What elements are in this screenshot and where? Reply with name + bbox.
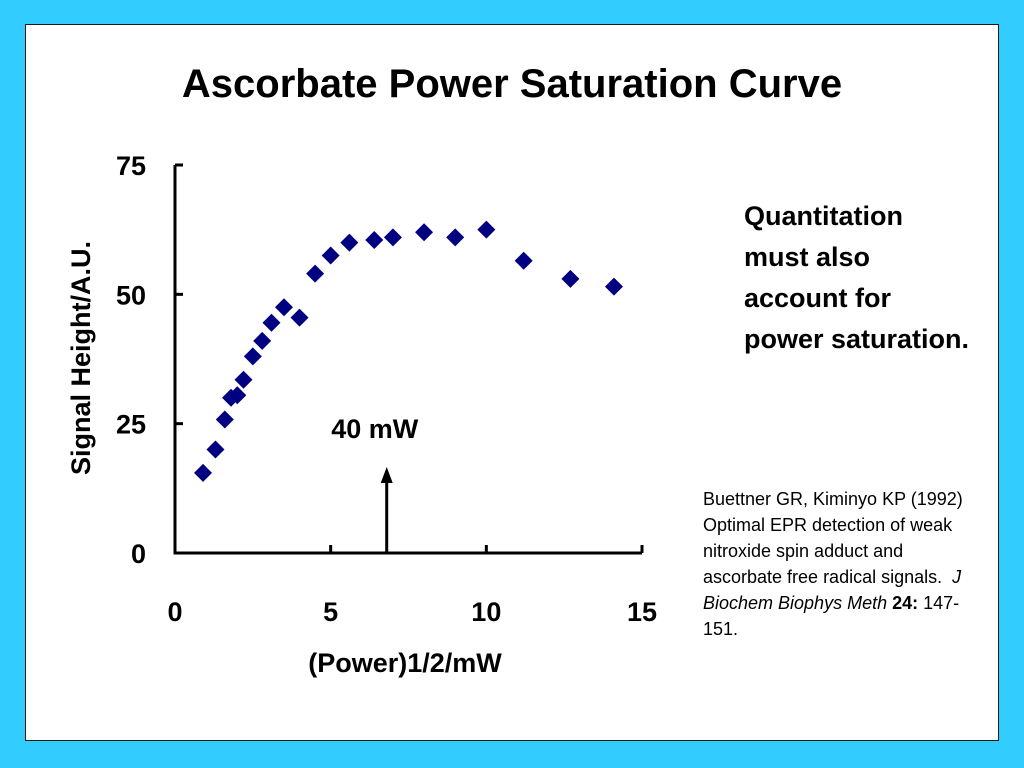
y-tick-label: 50 (116, 280, 146, 310)
x-tick-label: 10 (471, 597, 501, 627)
annotation-label: 40 mW (331, 414, 419, 444)
data-point (243, 347, 262, 366)
data-point (365, 231, 384, 250)
citation-journal: J Biochem Biophys Meth (703, 567, 962, 613)
chart-tick-labels: 0 5 10 15 0 25 50 75 (116, 151, 657, 627)
data-points (194, 220, 623, 482)
data-point (194, 463, 213, 482)
slide-panel (25, 24, 999, 741)
y-axis-label: Signal Height/A.U. (66, 241, 96, 475)
data-point (340, 233, 359, 252)
quantitation-note: Quantitation must also account for power… (744, 201, 970, 354)
data-point (446, 228, 465, 247)
data-point (228, 386, 247, 405)
data-point (206, 440, 225, 459)
data-point (253, 331, 272, 350)
data-point (215, 410, 234, 429)
data-point (262, 313, 281, 332)
data-point (604, 277, 623, 296)
data-point (383, 228, 402, 247)
data-point (290, 308, 309, 327)
annotation-40mw: 40 mW (331, 414, 419, 553)
x-axis-label: (Power)1/2/mW (308, 648, 502, 678)
y-tick-label: 75 (116, 151, 146, 181)
data-point (514, 251, 533, 270)
chart-axes (173, 163, 644, 555)
annotation-arrow-head (380, 467, 393, 483)
data-point (415, 223, 434, 242)
citation-authors: Buettner GR, Kiminyo KP (1992) Optimal E… (703, 489, 963, 587)
citation: Buettner GR, Kiminyo KP (1992) Optimal E… (703, 486, 983, 642)
citation-pages: 147-151. (703, 593, 960, 639)
x-tick-label: 0 (167, 597, 182, 627)
x-tick-label: 15 (627, 597, 657, 627)
data-point (561, 269, 580, 288)
y-tick-label: 25 (116, 410, 146, 440)
data-point (234, 370, 253, 389)
data-point (274, 298, 293, 317)
data-point (321, 246, 340, 265)
citation-volume: 24: (892, 593, 919, 613)
data-point (477, 220, 496, 239)
slide-title: Ascorbate Power Saturation Curve (181, 62, 843, 106)
data-point (306, 264, 325, 283)
x-tick-label: 5 (323, 597, 338, 627)
y-tick-label: 0 (131, 539, 146, 569)
